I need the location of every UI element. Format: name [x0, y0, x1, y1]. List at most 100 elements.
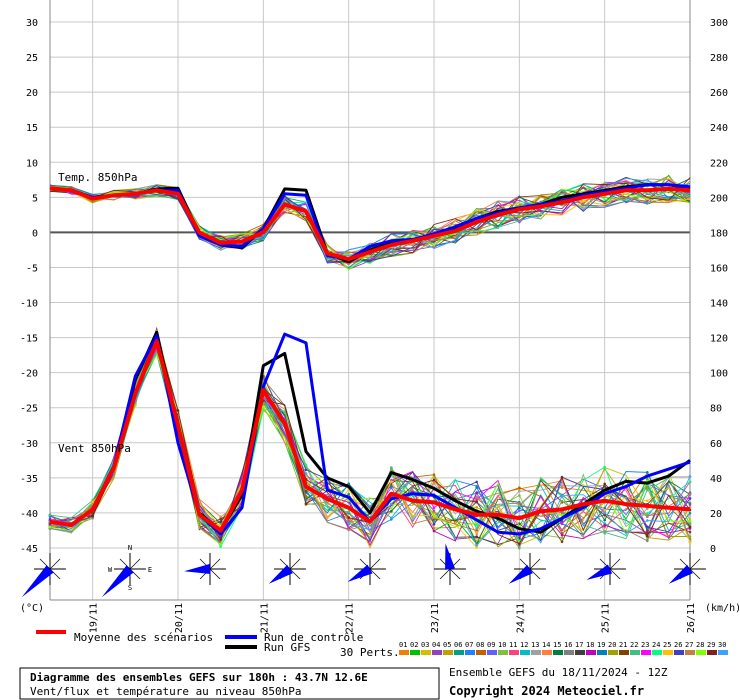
member-id: 19: [597, 641, 605, 649]
member-wind-point: [91, 500, 94, 504]
member-wind-point: [304, 489, 308, 493]
x-axis-labels: 19/11 20/11 21/11 22/11 23/11 24/11 25/11 26/11: [89, 603, 697, 633]
member-id: 05: [443, 641, 451, 649]
member-wind-point: [219, 515, 222, 519]
wind-direction-arrow: [347, 564, 373, 582]
member-id: 08: [476, 641, 484, 649]
footer-title: Diagramme des ensembles GEFS sur 180h : …: [30, 671, 368, 684]
member-swatch: [421, 650, 431, 655]
mean-wind-line: [49, 339, 691, 533]
footer-run-info: Ensemble GEFS du 18/11/2024 - 12Z: [449, 666, 668, 679]
member-wind-point: [518, 494, 521, 497]
panel-label-temp: Temp. 850hPa: [58, 171, 137, 184]
member-id: 03: [421, 641, 429, 649]
wind-direction-arrow: [445, 543, 455, 570]
right-tick-label: 140: [710, 299, 728, 310]
main-series: [49, 183, 691, 536]
member-id: 15: [553, 641, 561, 649]
right-tick-label: 200: [710, 193, 728, 204]
member-swatch: [542, 650, 552, 655]
x-tick-label: 22/11: [345, 603, 356, 633]
member-swatch: [575, 650, 585, 655]
member-wind-point: [688, 525, 692, 529]
member-wind-line: [49, 350, 691, 550]
member-wind-point: [432, 473, 436, 476]
compass-west: W: [108, 566, 113, 574]
member-swatch: [564, 650, 574, 655]
member-wind-point: [432, 478, 436, 482]
x-tick-label: 19/11: [89, 603, 100, 633]
x-tick-label: 24/11: [515, 603, 526, 633]
member-wind-point: [432, 515, 436, 518]
member-wind-point: [347, 528, 350, 532]
member-wind-point: [560, 536, 564, 540]
right-tick-label: 0: [710, 544, 716, 555]
member-wind-point: [560, 533, 564, 537]
member-wind-point: [347, 492, 350, 496]
member-wind-point: [475, 532, 478, 536]
left-tick-label: -5: [26, 263, 38, 274]
member-wind-point: [603, 496, 606, 499]
member-wind-point: [219, 545, 222, 548]
member-wind-point: [646, 488, 649, 492]
member-wind-point: [646, 515, 649, 518]
compass-south: S: [128, 584, 132, 592]
left-tick-label: -15: [20, 334, 38, 345]
member-wind-point: [560, 484, 564, 487]
member-wind-point: [475, 521, 478, 525]
right-tick-label: 220: [710, 158, 728, 169]
left-tick-label: -40: [20, 509, 38, 520]
member-wind-point: [390, 516, 393, 520]
member-id: 23: [641, 641, 649, 649]
member-wind-point: [475, 535, 478, 538]
wind-direction-arrow: [668, 564, 693, 584]
compass-north: N: [128, 544, 132, 552]
left-tick-label: 20: [26, 88, 38, 99]
right-tick-label: 280: [710, 53, 728, 64]
member-wind-point: [518, 509, 521, 512]
member-swatch: [553, 650, 563, 655]
legend-gfs-label: Run GFS: [264, 641, 310, 654]
member-wind-point: [262, 405, 265, 409]
left-tick-label: 25: [26, 53, 38, 64]
member-wind-point: [347, 521, 350, 525]
member-wind-point: [475, 529, 478, 532]
member-swatch: [520, 650, 530, 655]
member-wind-point: [518, 506, 521, 510]
member-wind-point: [475, 523, 478, 527]
member-swatch: [465, 650, 475, 655]
member-swatch: [652, 650, 662, 655]
right-axis-ticks: 3002802602402202001801601401201008060402…: [710, 18, 728, 555]
member-wind-point: [603, 523, 606, 527]
member-wind-point: [347, 499, 350, 503]
member-id: 04: [432, 641, 440, 649]
member-wind-point: [688, 520, 692, 523]
member-wind-point: [48, 513, 52, 517]
member-id: 13: [531, 641, 539, 649]
member-id: 22: [630, 641, 638, 649]
member-wind-point: [603, 465, 606, 469]
right-tick-label: 60: [710, 439, 722, 450]
member-wind-point: [560, 522, 564, 526]
member-id: 14: [542, 641, 550, 649]
member-id: 24: [652, 641, 660, 649]
left-tick-label: -30: [20, 439, 38, 450]
left-tick-label: -20: [20, 369, 38, 380]
member-id: 18: [586, 641, 594, 649]
member-wind-point: [560, 494, 564, 498]
member-wind-point: [48, 525, 52, 529]
footer-subtitle: Vent/flux et température au niveau 850hP…: [30, 685, 302, 698]
member-swatch: [674, 650, 684, 655]
member-wind-point: [518, 542, 521, 545]
right-axis-unit: (km/h): [705, 603, 740, 614]
member-wind-point: [475, 491, 478, 495]
member-wind-point: [475, 505, 478, 509]
member-wind-point: [518, 501, 521, 505]
wind-direction-arrow: [586, 564, 613, 580]
member-wind-point: [432, 480, 436, 484]
member-wind-point: [603, 511, 606, 515]
member-wind-point: [475, 496, 478, 500]
member-wind-point: [646, 499, 649, 503]
member-id: 11: [509, 641, 517, 649]
left-axis-unit: (°C): [20, 603, 44, 614]
